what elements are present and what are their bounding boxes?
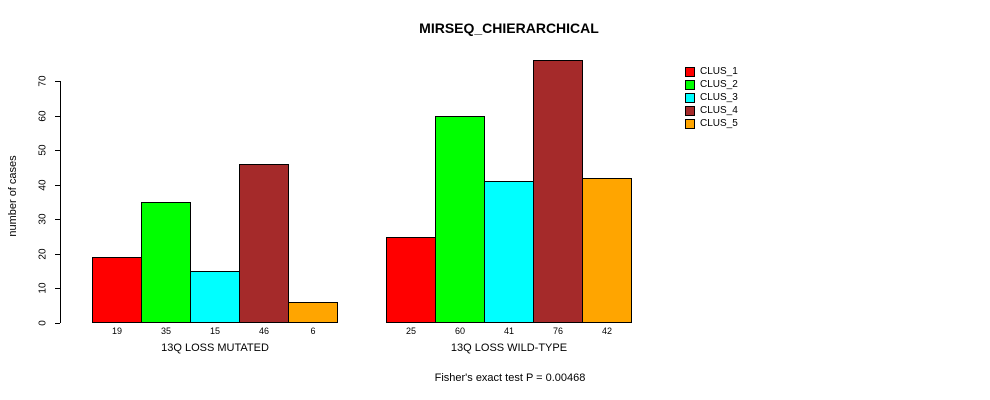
bar-clus_4	[533, 60, 583, 323]
bar-value-label: 41	[503, 326, 515, 336]
bar-clus_4	[239, 164, 289, 323]
y-tick-mark	[55, 150, 60, 151]
y-tick-label: 70	[37, 75, 49, 87]
y-tick-label: 50	[37, 144, 49, 156]
legend-swatch-clus_3	[685, 92, 695, 103]
y-axis-line	[60, 81, 61, 323]
bar-clus_3	[484, 181, 534, 323]
bar-clus_1	[92, 257, 142, 323]
y-tick-mark	[55, 254, 60, 255]
y-axis-title: number of cases	[7, 155, 19, 237]
bar-value-label: 25	[405, 326, 417, 336]
legend: CLUS_1 CLUS_2 CLUS_3 CLUS_4 CLUS_5	[685, 65, 738, 130]
bar-clus_1	[386, 237, 436, 323]
bar-clus_5	[582, 178, 632, 323]
bar-value-label: 46	[258, 326, 270, 336]
x-group-label: 13Q LOSS MUTATED	[161, 342, 269, 354]
legend-label: CLUS_4	[700, 105, 738, 116]
y-tick-mark	[55, 116, 60, 117]
x-group-label: 13Q LOSS WILD-TYPE	[450, 342, 568, 354]
fisher-test-annotation: Fisher's exact test P = 0.00468	[434, 372, 586, 384]
bar-value-label: 60	[454, 326, 466, 336]
bar-value-label: 76	[552, 326, 564, 336]
bar-value-label: 6	[310, 326, 316, 336]
bar-clus_3	[190, 271, 240, 323]
legend-label: CLUS_3	[700, 92, 738, 103]
bar-clus_5	[288, 302, 338, 323]
y-tick-label: 0	[37, 320, 49, 326]
y-tick-mark	[55, 219, 60, 220]
bar-value-label: 42	[601, 326, 613, 336]
bar-clus_2	[435, 116, 485, 323]
chart-title: MIRSEQ_CHIERARCHICAL	[419, 20, 599, 36]
legend-swatch-clus_5	[685, 118, 695, 129]
y-tick-label: 20	[37, 248, 49, 260]
y-tick-mark	[55, 288, 60, 289]
legend-label: CLUS_2	[700, 79, 738, 90]
y-tick-mark	[55, 185, 60, 186]
bar-value-label: 15	[209, 326, 221, 336]
y-tick-mark	[55, 81, 60, 82]
legend-swatch-clus_4	[685, 105, 695, 116]
legend-swatch-clus_1	[685, 66, 695, 77]
bar-value-label: 19	[111, 326, 123, 336]
y-tick-label: 60	[37, 110, 49, 122]
legend-label: CLUS_1	[700, 66, 738, 77]
legend-row: CLUS_1	[685, 65, 738, 78]
legend-row: CLUS_5	[685, 117, 738, 130]
legend-swatch-clus_2	[685, 79, 695, 90]
y-tick-mark	[55, 323, 60, 324]
y-tick-label: 40	[37, 179, 49, 191]
bar-clus_2	[141, 202, 191, 323]
legend-row: CLUS_3	[685, 91, 738, 104]
y-tick-label: 30	[37, 213, 49, 225]
bar-value-label: 35	[160, 326, 172, 336]
y-tick-label: 10	[37, 282, 49, 294]
legend-row: CLUS_4	[685, 104, 738, 117]
legend-label: CLUS_5	[700, 118, 738, 129]
legend-row: CLUS_2	[685, 78, 738, 91]
